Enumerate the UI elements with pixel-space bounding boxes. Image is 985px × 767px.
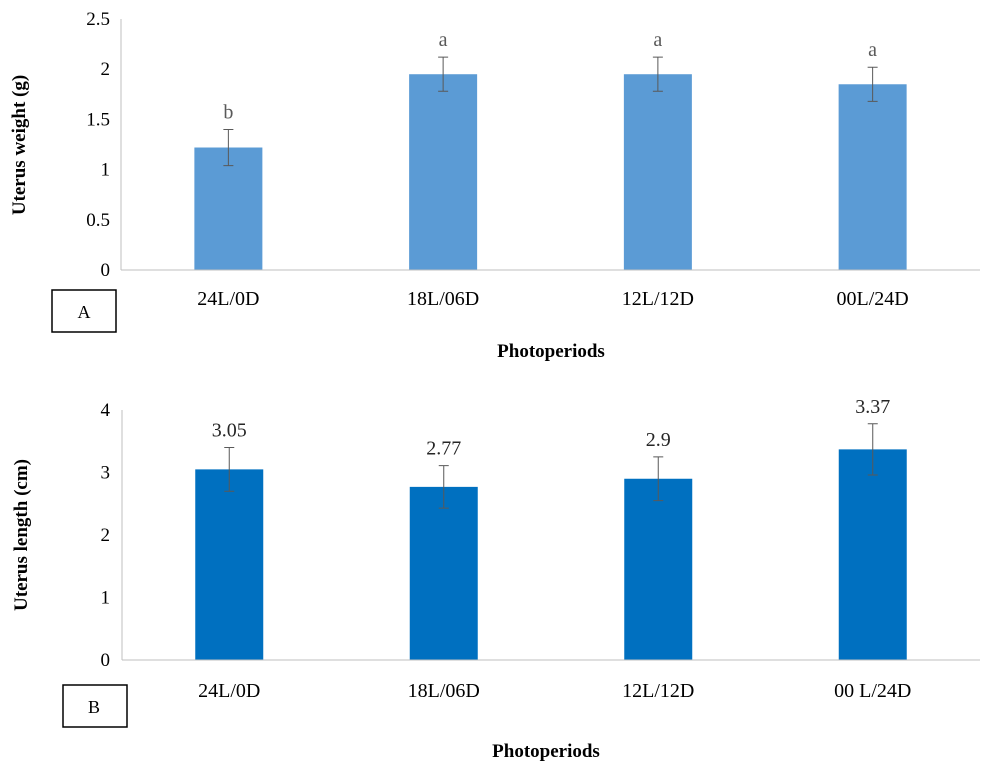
chart-b-annotations: 3.05 2.77 2.9 3.37 — [212, 396, 891, 460]
chart-a-y-tick-label: 1.5 — [86, 109, 110, 130]
chart-b-error-bar — [438, 465, 449, 509]
chart-b-bar — [838, 449, 907, 660]
chart-b-y-ticks: 0 1 2 3 4 — [101, 400, 111, 671]
chart-a-data-label: a — [653, 29, 662, 51]
chart-a-x-ticks: 24L/0D 18L/06D 12L/12D 00L/24D — [197, 288, 908, 310]
chart-b-y-tick-label: 4 — [101, 400, 111, 421]
chart-a-error-bar — [867, 66, 878, 102]
chart-b-error-bar — [224, 447, 235, 492]
chart-b-bar — [195, 469, 264, 660]
chart-b-y-tick-label: 0 — [101, 650, 111, 671]
chart-a-error-bar — [223, 128, 234, 167]
chart-b-error-bar — [867, 423, 878, 476]
chart-b: 3.05 2.77 2.9 3.37 0 1 2 3 4 24L/0D 18L/06D 12L/1… — [11, 396, 980, 762]
chart-a-y-tick-label: 2.5 — [86, 9, 110, 30]
chart-b-data-label: 3.37 — [855, 396, 890, 418]
chart-b-y-tick-label: 3 — [101, 463, 111, 484]
chart-a-data-label: a — [439, 29, 448, 51]
chart-b-y-tick-label: 2 — [101, 525, 111, 546]
chart-a-y-tick-label: 2 — [101, 59, 111, 80]
chart-a-bar — [409, 74, 478, 270]
chart-a-x-tick-label: 18L/06D — [407, 288, 479, 310]
chart-a-bars — [194, 74, 907, 270]
chart-b-bars — [195, 449, 907, 660]
chart-a-x-tick-label: 24L/0D — [197, 288, 259, 310]
chart-b-error-bar — [653, 456, 664, 502]
chart-b-data-label: 3.05 — [212, 420, 247, 442]
chart-a-error-bar — [438, 56, 449, 92]
chart-b-data-label: 2.9 — [646, 429, 671, 451]
chart-a-y-tick-label: 0.5 — [86, 210, 110, 231]
chart-b-x-tick-label: 18L/06D — [408, 680, 480, 702]
panel-label-a: A — [78, 302, 91, 322]
chart-b-x-tick-label: 24L/0D — [198, 680, 260, 702]
chart-b-x-tick-label: 12L/12D — [622, 680, 694, 702]
chart-b-x-tick-label: 00 L/24D — [834, 680, 911, 702]
chart-a-annotations: b a a a — [223, 29, 877, 123]
chart-b-bar — [409, 486, 478, 660]
chart-a-y-tick-label: 0 — [101, 260, 111, 281]
chart-b-y-tick-label: 1 — [101, 588, 111, 609]
chart-b-bar — [624, 478, 693, 660]
panel-label-b-box — [62, 684, 128, 728]
chart-a-bar — [623, 74, 692, 270]
chart-a: b a a a 0 0.5 1 1.5 2 2.5 24L/0D 18L/06D 12L/12D 00… — [9, 9, 980, 362]
chart-a-y-label: Uterus weight (g) — [9, 75, 30, 215]
chart-a-error-bars — [223, 56, 878, 167]
chart-b-x-label: Photoperiods — [492, 741, 600, 762]
chart-a-bar — [838, 84, 907, 270]
chart-a-data-label: b — [223, 101, 233, 123]
chart-a-bar — [194, 147, 263, 270]
chart-a-y-ticks: 0 0.5 1 1.5 2 2.5 — [86, 9, 110, 281]
chart-b-error-bars — [224, 423, 878, 509]
chart-a-x-label: Photoperiods — [497, 341, 605, 362]
chart-a-error-bar — [652, 56, 663, 92]
panel-label-b: B — [88, 697, 100, 717]
chart-b-x-ticks: 24L/0D 18L/06D 12L/12D 00 L/24D — [198, 680, 911, 702]
chart-a-x-tick-label: 12L/12D — [622, 288, 694, 310]
panel-label-a-box — [51, 289, 117, 333]
chart-b-data-label: 2.77 — [426, 438, 461, 460]
chart-a-y-tick-label: 1 — [101, 160, 111, 181]
chart-a-x-tick-label: 00L/24D — [837, 288, 909, 310]
chart-a-data-label: a — [868, 39, 877, 61]
chart-b-y-label: Uterus length (cm) — [11, 459, 32, 611]
